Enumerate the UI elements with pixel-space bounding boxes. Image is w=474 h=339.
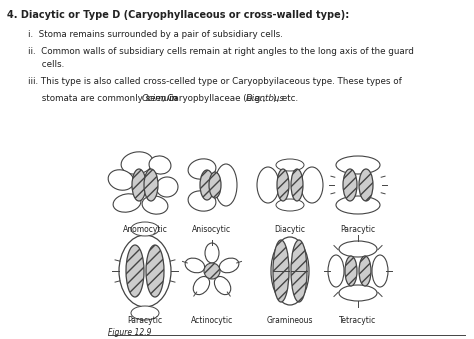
Ellipse shape xyxy=(271,237,309,305)
Ellipse shape xyxy=(204,263,220,279)
Ellipse shape xyxy=(301,167,323,203)
Ellipse shape xyxy=(209,172,221,198)
Text: cells.: cells. xyxy=(28,60,64,69)
Text: stomata are commonly seen in: stomata are commonly seen in xyxy=(28,94,180,103)
Ellipse shape xyxy=(276,199,304,211)
Ellipse shape xyxy=(131,222,159,236)
Text: ii.  Common walls of subsidiary cells remain at right angles to the long axis of: ii. Common walls of subsidiary cells rem… xyxy=(28,47,414,56)
Ellipse shape xyxy=(119,235,171,307)
Ellipse shape xyxy=(144,169,158,201)
Text: Diantbus: Diantbus xyxy=(246,94,284,103)
Text: iii. This type is also called cross-celled type or Caryopbyilaceous type. These : iii. This type is also called cross-cell… xyxy=(28,77,402,86)
Ellipse shape xyxy=(291,169,303,201)
Ellipse shape xyxy=(345,256,357,286)
Text: Anomocytic: Anomocytic xyxy=(123,225,167,234)
Ellipse shape xyxy=(372,255,388,287)
Text: Actinocytic: Actinocytic xyxy=(191,316,233,325)
Ellipse shape xyxy=(328,255,344,287)
Ellipse shape xyxy=(291,240,307,302)
Text: Tetracytic: Tetracytic xyxy=(339,316,377,325)
Ellipse shape xyxy=(188,191,216,211)
Ellipse shape xyxy=(336,196,380,214)
Text: Gramineous: Gramineous xyxy=(267,316,313,325)
Ellipse shape xyxy=(121,152,153,174)
Text: Ocimum: Ocimum xyxy=(142,94,178,103)
Ellipse shape xyxy=(359,256,371,286)
Ellipse shape xyxy=(142,196,168,214)
Ellipse shape xyxy=(273,240,289,302)
Ellipse shape xyxy=(336,156,380,174)
Ellipse shape xyxy=(200,170,214,200)
Ellipse shape xyxy=(339,285,377,301)
Text: Anisocytic: Anisocytic xyxy=(192,225,232,234)
Ellipse shape xyxy=(193,277,210,295)
Ellipse shape xyxy=(126,245,144,297)
Text: Paracytic: Paracytic xyxy=(128,316,163,325)
Ellipse shape xyxy=(205,243,219,263)
Ellipse shape xyxy=(188,159,216,179)
Ellipse shape xyxy=(185,258,205,273)
Text: i.  Stoma remains surrounded by a pair of subsidiary cells.: i. Stoma remains surrounded by a pair of… xyxy=(28,30,283,39)
Ellipse shape xyxy=(113,194,141,212)
Text: Paracytic: Paracytic xyxy=(340,225,375,234)
Ellipse shape xyxy=(257,167,279,203)
Ellipse shape xyxy=(108,170,134,190)
Ellipse shape xyxy=(215,164,237,206)
Ellipse shape xyxy=(359,169,373,201)
Ellipse shape xyxy=(156,177,178,197)
Text: , Caryopbyllaceae (e.g.,: , Caryopbyllaceae (e.g., xyxy=(162,94,268,103)
Ellipse shape xyxy=(131,306,159,320)
Ellipse shape xyxy=(343,169,357,201)
Ellipse shape xyxy=(149,156,171,174)
Ellipse shape xyxy=(132,169,146,201)
Ellipse shape xyxy=(277,169,289,201)
Ellipse shape xyxy=(214,277,231,295)
Text: Diacytic: Diacytic xyxy=(274,225,306,234)
Text: Figure 12.9: Figure 12.9 xyxy=(108,328,152,337)
Text: 4. Diacytic or Type D (Caryophyllaceous or cross-walled type):: 4. Diacytic or Type D (Caryophyllaceous … xyxy=(7,10,349,20)
Text: ), etc.: ), etc. xyxy=(273,94,298,103)
Ellipse shape xyxy=(276,159,304,171)
Ellipse shape xyxy=(146,245,164,297)
Ellipse shape xyxy=(219,258,239,273)
Ellipse shape xyxy=(339,241,377,257)
